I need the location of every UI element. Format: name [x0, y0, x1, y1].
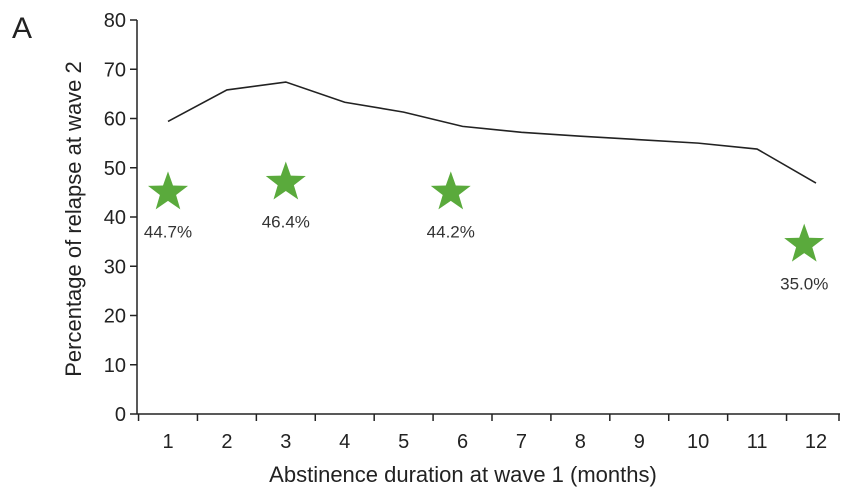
y-axis-ticks: 0 10 20 30 40 50 60 70 80: [104, 10, 137, 426]
x-tick-label: 12: [805, 431, 827, 453]
x-tick-label: 6: [457, 431, 468, 453]
star-value-label: 44.2%: [427, 222, 475, 241]
y-tick-label: 30: [104, 256, 126, 278]
y-tick-label: 50: [104, 158, 126, 180]
y-tick-label: 10: [104, 355, 126, 377]
star-value-label: 44.7%: [144, 222, 192, 241]
y-tick-label: 60: [104, 109, 126, 131]
star-marker: [430, 171, 471, 210]
x-axis-ticks: 1 2 3 4 5 6 7 8 9 10 11 12: [137, 414, 840, 453]
x-tick-label: 9: [634, 431, 645, 453]
panel-label: A: [12, 12, 32, 45]
star-value-label: 46.4%: [262, 213, 310, 232]
y-tick-label: 0: [115, 404, 126, 426]
x-tick-label: 11: [747, 431, 768, 453]
star-marker: [265, 161, 306, 200]
star-value-label: 35.0%: [780, 275, 828, 294]
x-tick-label: 8: [575, 431, 586, 453]
y-axis-title: Percentage of relapse at wave 2: [61, 61, 86, 377]
x-tick-label: 5: [398, 431, 409, 453]
x-tick-label: 7: [516, 431, 527, 453]
x-axis-title: Abstinence duration at wave 1 (months): [269, 462, 657, 487]
y-tick-label: 80: [104, 10, 126, 32]
x-tick-label: 3: [280, 431, 291, 453]
x-tick-label: 10: [687, 431, 709, 453]
x-tick-label: 2: [221, 431, 232, 453]
x-tick-label: 1: [162, 431, 173, 453]
x-tick-label: 4: [339, 431, 350, 453]
star-marker: [784, 223, 825, 262]
annotation-group: 44.7% 46.4% 44.2% 35.0%: [144, 161, 828, 294]
relapse-series-line: [167, 81, 817, 184]
y-tick-label: 70: [104, 59, 126, 81]
star-marker: [148, 171, 188, 210]
y-tick-label: 40: [104, 207, 126, 229]
y-tick-label: 20: [104, 306, 126, 328]
